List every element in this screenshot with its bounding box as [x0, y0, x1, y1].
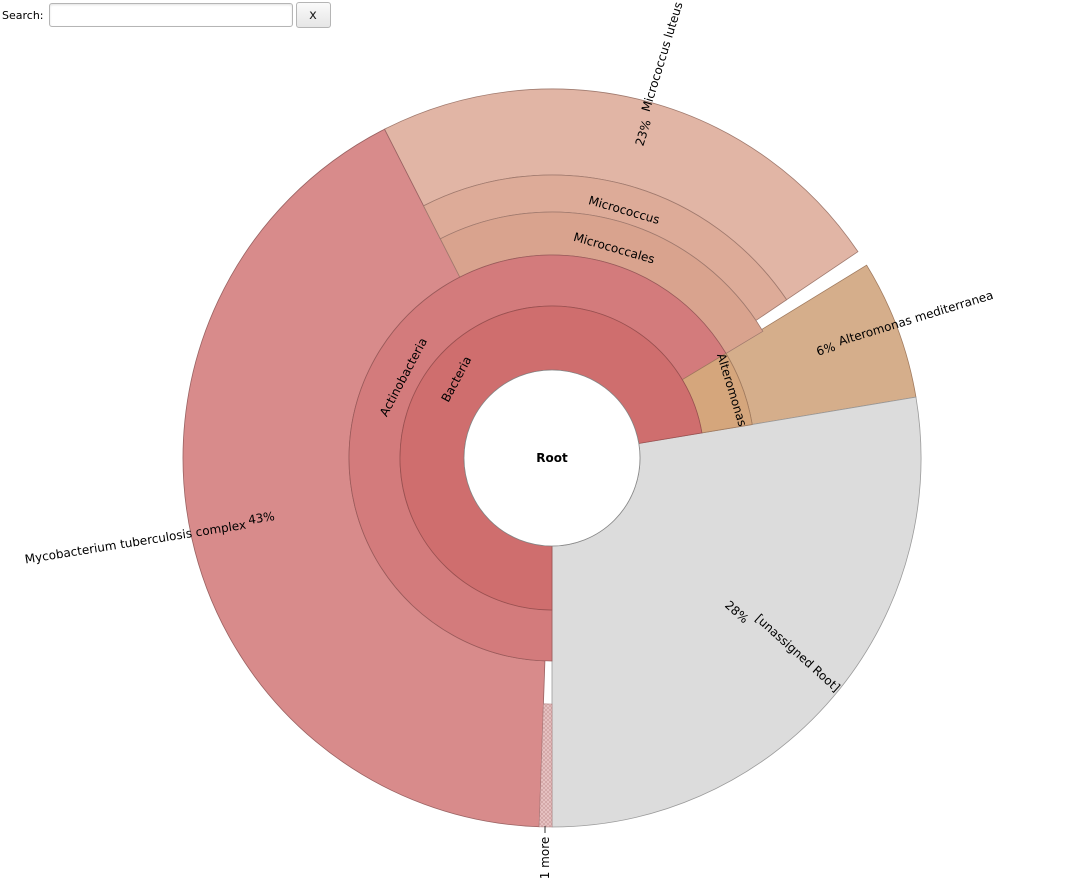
percent-mycobacterium-tuberculosis-complex: 43%	[247, 509, 276, 527]
root-center[interactable]	[463, 369, 641, 547]
search-label: Search:	[2, 8, 44, 22]
search-input[interactable]	[48, 3, 293, 27]
clear-search-button[interactable]: x	[295, 2, 331, 28]
label-1-more[interactable]: 1 more	[538, 837, 552, 880]
wedge-1-more[interactable]	[538, 703, 553, 828]
root-label: Root	[536, 451, 568, 465]
label-micrococcus-luteus: Micrococcus luteus	[639, 0, 686, 113]
search-bar: Search: x	[2, 1, 331, 29]
percent-alteromonas-mediterranea: 6%	[815, 340, 837, 359]
